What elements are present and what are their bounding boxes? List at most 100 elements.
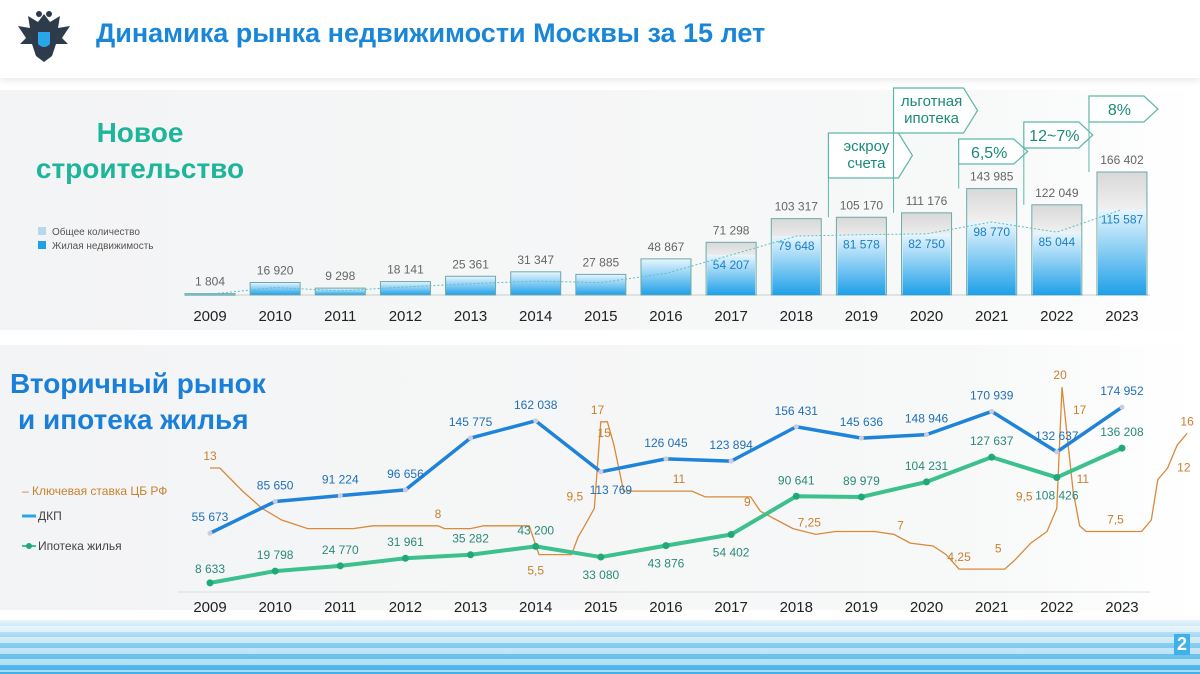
bar-label-total: 143 985 [970, 170, 1014, 184]
bar-label-total: 1 804 [195, 275, 225, 289]
legend-swatch-residential [38, 241, 46, 249]
dkp-point [337, 493, 343, 499]
bar-label-residential: 115 587 [1101, 213, 1144, 227]
mortgage-label: 33 080 [582, 568, 619, 582]
bar-label-residential: 81 578 [843, 238, 880, 252]
bar-label-total: 48 867 [648, 240, 685, 254]
dkp-label: 145 775 [449, 415, 493, 429]
bar-label-total: 111 176 [906, 194, 948, 208]
mortgage-point [923, 478, 931, 486]
dkp-label: 174 952 [1100, 384, 1144, 398]
dkp-label: 126 045 [644, 436, 688, 450]
page-title: Динамика рынка недвижимости Москвы за 15… [96, 18, 766, 48]
bar-total [445, 275, 497, 296]
x-tick-label: 2011 [324, 308, 356, 325]
key-rate-label: 16 [1180, 414, 1194, 428]
dkp-label: 96 656 [387, 467, 424, 481]
x-tick-label: 2020 [910, 599, 943, 616]
key-rate-label: 17 [1073, 403, 1087, 417]
mortgage-point [988, 453, 996, 461]
bar-label-residential: 54 207 [713, 258, 750, 272]
mortgage-point [271, 567, 279, 575]
x-tick-label: 2017 [714, 599, 747, 616]
dkp-label: 132 637 [1035, 429, 1079, 443]
dkp-point [207, 530, 213, 536]
bar-label-total: 31 347 [517, 253, 554, 267]
mortgage-label: 89 979 [843, 474, 880, 488]
key-rate-label: 11 [1077, 472, 1090, 486]
legend-label-mortgage: Ипотека жилья [38, 539, 122, 553]
mortgage-label: 24 770 [322, 543, 359, 557]
annotation-text: 12~7% [1029, 128, 1079, 145]
mortgage-label: 108 426 [1035, 488, 1079, 502]
mortgage-point [1053, 473, 1061, 481]
mortgage-point [662, 542, 670, 550]
x-tick-label: 2021 [975, 599, 1008, 616]
trend-line [209, 209, 1123, 295]
mortgage-point [1118, 444, 1126, 452]
dkp-point [663, 456, 669, 462]
key-rate-label: 20 [1053, 368, 1067, 382]
bar-residential [1097, 209, 1146, 295]
x-tick-label: 2019 [845, 599, 878, 616]
eagle-emblem-logo [18, 11, 70, 62]
legend-swatch-total [38, 227, 46, 235]
key-rate-label: 7,25 [798, 515, 822, 529]
x-tick-label: 2010 [258, 308, 291, 325]
bar-label-total: 18 141 [387, 263, 424, 277]
key-rate-label: 5,5 [527, 564, 544, 578]
mortgage-label: 35 282 [452, 532, 489, 546]
bar-total [314, 287, 366, 296]
x-tick-label: 2010 [258, 599, 291, 616]
annotation-arrow [892, 87, 979, 134]
x-tick-label: 2023 [1105, 599, 1138, 616]
dkp-point [402, 487, 408, 493]
bar-label-total: 122 049 [1035, 186, 1079, 200]
key-rate-label: 9 [744, 495, 751, 509]
dkp-point [858, 435, 864, 441]
legend-label-dkp: ДКП [38, 509, 62, 523]
bar-residential [902, 233, 951, 295]
bar-label-residential: 85 044 [1038, 235, 1075, 249]
key-rate-label: 5 [995, 541, 1002, 555]
x-tick-label: 2009 [193, 308, 226, 325]
bar-residential [707, 254, 756, 295]
dkp-point [924, 432, 930, 438]
x-tick-label: 2013 [454, 308, 487, 325]
header: Динамика рынка недвижимости Москвы за 15… [0, 0, 1200, 78]
mortgage-point [206, 579, 214, 587]
annotation-text: льготная [901, 93, 962, 110]
bar-total [249, 281, 301, 296]
secondary-market-heading: Вторичный рынок и ипотека жилья [10, 368, 266, 435]
bar-label-total: 25 361 [452, 257, 489, 271]
bar-label-total: 105 170 [840, 198, 884, 212]
bar-label-total: 16 920 [257, 263, 294, 277]
dkp-label: 162 038 [514, 398, 558, 412]
key-rate-label: 7 [897, 518, 904, 532]
mortgage-point [857, 493, 865, 501]
annotation-text: 8% [1108, 102, 1131, 119]
dkp-line [209, 405, 1123, 535]
x-tick-label: 2016 [649, 308, 682, 325]
dkp-label: 91 224 [322, 473, 359, 487]
bar-total [640, 258, 692, 296]
dkp-label: 55 673 [192, 510, 229, 524]
dkp-label: 170 939 [970, 388, 1014, 402]
x-tick-label: 2020 [910, 308, 943, 325]
mortgage-point [792, 492, 800, 500]
bar-total [379, 281, 431, 296]
mortgage-label: 31 961 [387, 535, 424, 549]
binary-pattern [0, 626, 1200, 672]
key-rate-label: 9,5 [1016, 489, 1033, 503]
bar-residential [1032, 232, 1081, 295]
bar-label-residential: 79 648 [778, 239, 815, 253]
dkp-point [728, 458, 734, 464]
bar-residential [772, 236, 821, 295]
x-tick-label: 2022 [1040, 599, 1073, 616]
x-tick-label: 2014 [519, 308, 552, 325]
bar-label-total: 103 317 [775, 200, 819, 214]
mortgage-point [336, 562, 344, 570]
annotation-arrow [1088, 95, 1159, 123]
bar-residential [837, 234, 886, 295]
new-construction-heading: Новое строительство [35, 117, 245, 184]
